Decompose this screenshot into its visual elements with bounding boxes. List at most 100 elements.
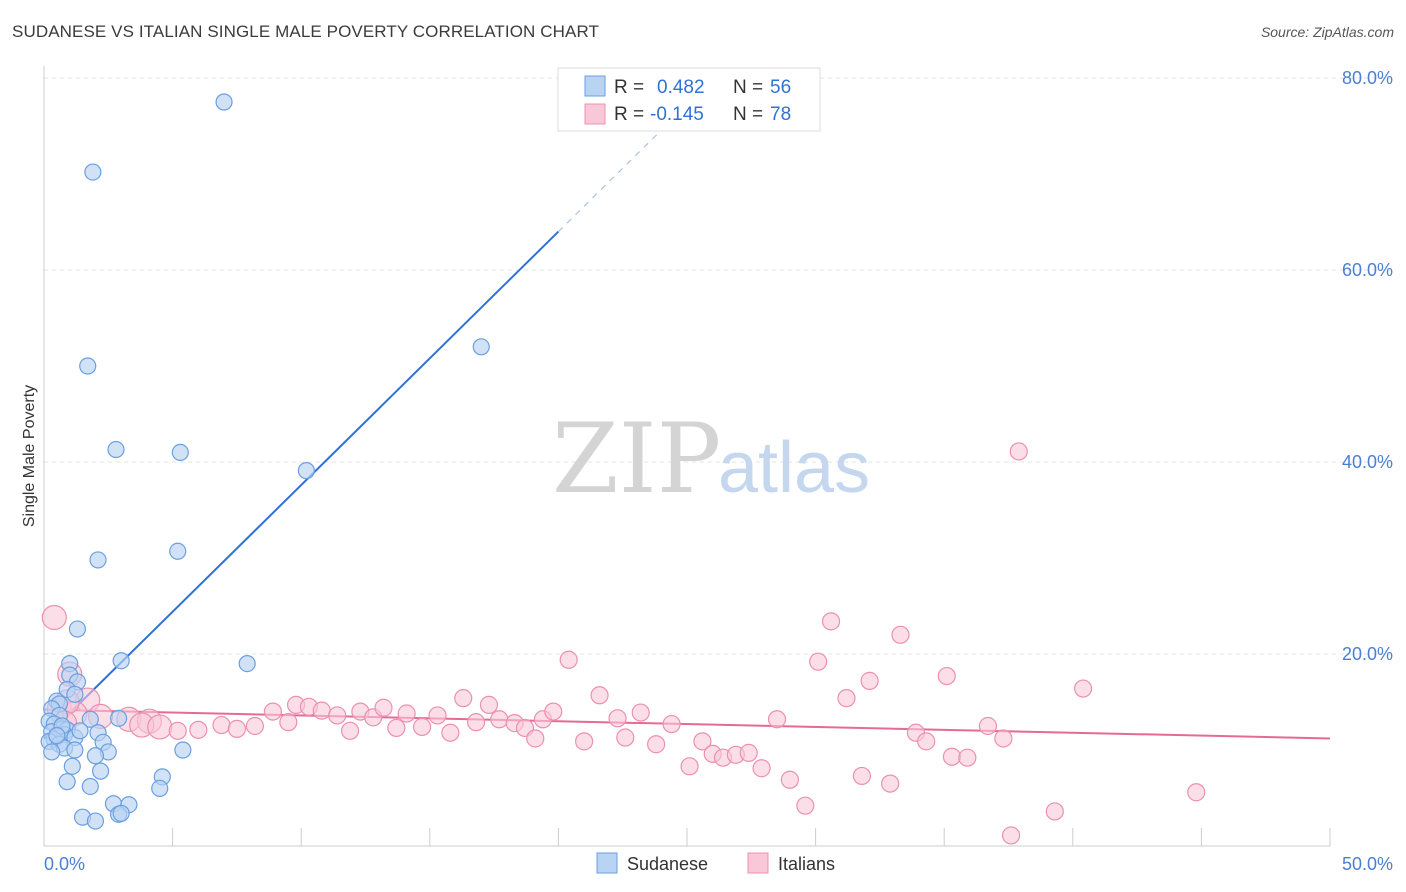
italian-point xyxy=(412,717,432,737)
x-tick-max: 50.0% xyxy=(1342,854,1393,874)
italian-point xyxy=(837,689,856,708)
ytick-layer: 20.0% 40.0% 60.0% 80.0% xyxy=(1342,68,1393,664)
italian-point xyxy=(1045,802,1064,821)
italian-point xyxy=(575,732,594,751)
bottom-legend-italians-label: Italians xyxy=(778,854,835,874)
italian-point xyxy=(852,766,871,786)
italian-point xyxy=(752,759,771,778)
italian-point xyxy=(279,713,298,732)
italian-point xyxy=(544,702,563,721)
sudanese-point xyxy=(171,443,189,461)
italian-point xyxy=(590,686,609,705)
stats-legend: R = 0.482 N = 56 R = -0.145 N = 78 xyxy=(557,67,821,132)
italian-point xyxy=(693,732,712,751)
italian-point xyxy=(860,671,879,690)
italian-point xyxy=(245,716,265,736)
italian-point xyxy=(212,715,231,735)
sudanese-point xyxy=(68,620,87,638)
italian-point xyxy=(340,721,360,740)
italian-point xyxy=(937,666,956,686)
italian-point xyxy=(441,723,460,742)
italian-point xyxy=(263,702,283,721)
italian-point xyxy=(739,743,758,762)
sudanese-legend-swatch xyxy=(584,75,606,97)
sudanese-point xyxy=(81,710,99,728)
sudanese-point xyxy=(174,741,192,759)
sudanese-point xyxy=(107,440,125,459)
sudanese-point xyxy=(79,357,97,375)
italian-point xyxy=(994,729,1013,748)
italian-point xyxy=(631,703,650,722)
sudanese-point xyxy=(66,685,84,703)
italian-point xyxy=(526,729,545,748)
sudanese-point xyxy=(58,773,76,791)
bottom-legend-sudanese-swatch xyxy=(596,852,618,874)
sudanese-points xyxy=(40,93,490,830)
sudanese-point xyxy=(238,654,256,673)
italian-point xyxy=(809,652,828,671)
italian-point xyxy=(168,721,187,740)
sudanese-point xyxy=(71,722,89,740)
italian-point xyxy=(490,710,509,729)
italian-point xyxy=(454,689,473,708)
italian-point xyxy=(466,713,486,732)
italian-point xyxy=(479,695,499,714)
bottom-legend: Sudanese Italians xyxy=(596,852,835,874)
y-tick-label-60: 60.0% xyxy=(1342,260,1393,280)
sudanese-trend-line xyxy=(43,230,560,740)
chart-source: Source: ZipAtlas.com xyxy=(1260,24,1394,40)
italian-point xyxy=(387,718,406,738)
italian-n-value: 78 xyxy=(770,104,791,125)
italian-point xyxy=(647,735,666,754)
sudanese-point xyxy=(91,762,110,780)
sudanese-point xyxy=(48,726,66,745)
italian-point xyxy=(312,701,331,720)
bottom-legend-sudanese-label: Sudanese xyxy=(627,854,708,874)
italian-point xyxy=(397,704,416,723)
italian-point xyxy=(428,706,447,725)
italian-point xyxy=(1001,826,1021,845)
italian-point xyxy=(41,604,67,631)
sudanese-point xyxy=(86,747,105,765)
sudanese-point xyxy=(66,741,84,759)
italian-r-value: -0.145 xyxy=(650,104,704,125)
italian-point xyxy=(942,747,962,766)
italian-n-label: N = xyxy=(733,104,763,125)
italian-trend-line xyxy=(43,708,1331,740)
y-tick-label-40: 40.0% xyxy=(1342,452,1393,472)
sudanese-point xyxy=(81,777,99,796)
italian-point xyxy=(891,625,910,644)
italian-point xyxy=(608,709,627,728)
sudanese-n-label: N = xyxy=(733,77,763,98)
sudanese-point xyxy=(43,743,61,761)
y-tick-label-80: 80.0% xyxy=(1342,68,1393,88)
watermark-zip: ZIP xyxy=(552,403,721,515)
italian-point xyxy=(767,710,787,729)
italian-point xyxy=(958,748,977,767)
italian-point xyxy=(821,612,841,631)
y-axis-label: Single Male Poverty xyxy=(21,385,38,527)
italian-point xyxy=(374,698,393,717)
italian-point xyxy=(227,719,246,738)
sudanese-point xyxy=(472,338,490,356)
italian-point xyxy=(917,732,936,751)
chart-title: SUDANESE VS ITALIAN SINGLE MALE POVERTY … xyxy=(12,22,599,41)
watermark-atlas: atlas xyxy=(718,428,870,508)
italian-point xyxy=(796,796,815,815)
italian-point xyxy=(780,770,799,789)
italian-point xyxy=(189,720,208,739)
sudanese-point xyxy=(215,93,233,111)
sudanese-point xyxy=(151,779,169,798)
sudanese-point xyxy=(86,812,105,830)
sudanese-point xyxy=(89,551,107,569)
sudanese-point xyxy=(297,462,315,480)
italian-point xyxy=(1187,783,1206,802)
sudanese-n-value: 56 xyxy=(770,77,791,98)
sudanese-r-label: R = xyxy=(614,77,644,98)
trend-layer xyxy=(43,104,1331,740)
italian-legend-swatch xyxy=(584,103,606,125)
y-tick-label-20: 20.0% xyxy=(1342,644,1393,664)
sudanese-point xyxy=(109,709,128,727)
italian-point xyxy=(1073,679,1093,698)
